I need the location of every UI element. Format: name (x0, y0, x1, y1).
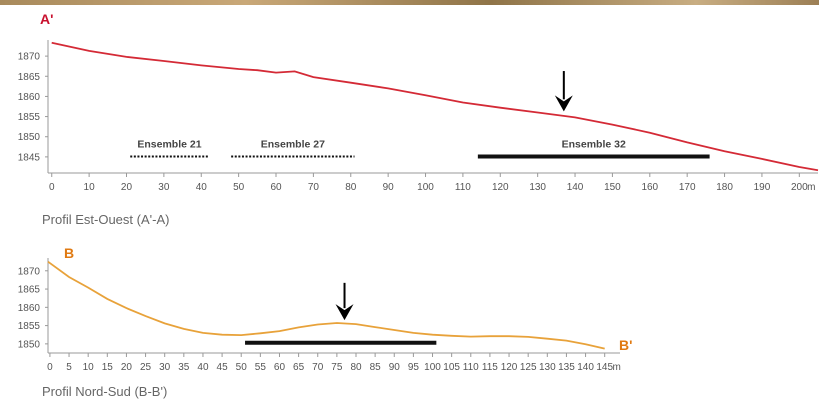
profile-a-ticks: 1845 1850 1855 1860 1865 1870 0 10 20 30 40 50 60 70 8… (18, 52, 816, 193)
x-tick-label: 75 (331, 362, 343, 373)
x-tick-label: 90 (383, 182, 395, 193)
profile-b-ticks: 1850 1855 1860 1865 1870 0 5 10 15 20 25 30 35 40 45 50… (18, 266, 621, 373)
x-tick-label: 140 (567, 182, 584, 193)
x-tick-label: 35 (178, 362, 190, 373)
x-tick-label: 160 (641, 182, 658, 193)
x-tick-label: 145 (596, 362, 613, 373)
point-label-b-prime: B' (619, 337, 632, 353)
y-tick-label: 1870 (18, 266, 41, 277)
x-tick-label: 135 (558, 362, 575, 373)
x-unit-label: m (807, 182, 815, 193)
profile-a-arrow (554, 71, 573, 112)
x-tick-label: 70 (312, 362, 324, 373)
x-tick-label: 30 (158, 182, 170, 193)
x-tick-label: 90 (389, 362, 401, 373)
x-tick-label: 60 (270, 182, 282, 193)
profile-b-line (47, 260, 605, 350)
y-tick-label: 1860 (18, 92, 41, 103)
x-tick-label: 0 (49, 182, 55, 193)
x-tick-label: 180 (716, 182, 733, 193)
x-tick-label: 25 (140, 362, 152, 373)
profile-a-caption: Profil Est-Ouest (A'-A) (42, 212, 169, 227)
x-tick-label: 40 (197, 362, 209, 373)
x-tick-label: 100 (424, 362, 441, 373)
x-tick-label: 50 (236, 362, 248, 373)
x-tick-label: 40 (196, 182, 208, 193)
x-tick-label: 10 (84, 182, 96, 193)
x-tick-label: 140 (577, 362, 594, 373)
x-tick-label: 65 (293, 362, 305, 373)
x-tick-label: 130 (539, 362, 556, 373)
x-unit-label: m (613, 362, 621, 373)
y-tick-label: 1850 (18, 339, 41, 350)
ensemble-label: Ensemble 32 (562, 138, 626, 150)
y-tick-label: 1870 (18, 52, 41, 63)
profile-north-south: 1850 1855 1860 1865 1870 0 5 10 15 20 25 30 35 40 45 50… (18, 245, 633, 399)
profile-b-arrow (335, 282, 354, 321)
x-tick-label: 115 (482, 362, 498, 373)
y-tick-label: 1865 (18, 72, 41, 83)
x-tick-label: 50 (233, 182, 245, 193)
x-tick-label: 20 (121, 182, 133, 193)
x-tick-label: 15 (102, 362, 114, 373)
x-tick-label: 30 (159, 362, 171, 373)
y-tick-label: 1845 (18, 152, 41, 163)
x-tick-label: 60 (274, 362, 286, 373)
x-tick-label: 105 (443, 362, 460, 373)
ensemble-label: Ensemble 21 (137, 138, 201, 150)
x-tick-label: 80 (345, 182, 357, 193)
point-label-a-prime: A' (40, 11, 53, 27)
x-tick-label: 120 (501, 362, 518, 373)
y-tick-label: 1855 (18, 112, 41, 123)
top-photo-strip (0, 0, 819, 5)
x-tick-label: 190 (754, 182, 771, 193)
x-tick-label: 130 (529, 182, 546, 193)
x-tick-label: 45 (217, 362, 229, 373)
profile-a-line (51, 41, 819, 172)
y-tick-label: 1855 (18, 321, 41, 332)
x-tick-label: 55 (255, 362, 267, 373)
x-tick-label: 80 (350, 362, 362, 373)
x-tick-label: 200 (791, 182, 808, 193)
x-tick-label: 20 (121, 362, 133, 373)
x-tick-label: 10 (83, 362, 95, 373)
profile-b-caption: Profil Nord-Sud (B-B') (42, 384, 167, 399)
x-tick-label: 125 (520, 362, 537, 373)
x-tick-label: 110 (463, 362, 479, 373)
x-tick-label: 150 (604, 182, 621, 193)
x-tick-label: 5 (66, 362, 72, 373)
x-tick-label: 110 (455, 182, 471, 193)
x-tick-label: 70 (308, 182, 320, 193)
y-tick-label: 1865 (18, 285, 41, 296)
x-tick-label: 170 (679, 182, 696, 193)
x-tick-label: 0 (47, 362, 53, 373)
x-tick-label: 100 (417, 182, 434, 193)
arrow-head (554, 95, 573, 112)
point-label-b: B (64, 245, 74, 261)
y-tick-label: 1850 (18, 132, 41, 143)
y-tick-label: 1860 (18, 303, 41, 314)
x-tick-label: 85 (370, 362, 382, 373)
profile-east-west: 1845 1850 1855 1860 1865 1870 0 10 20 30 40 50 60 70 8… (18, 11, 819, 227)
ensemble-label: Ensemble 27 (261, 138, 325, 150)
x-tick-label: 120 (492, 182, 509, 193)
x-tick-label: 95 (408, 362, 420, 373)
profile-a-ensembles: Ensemble 21 Ensemble 27 Ensemble 32 (130, 138, 710, 159)
arrow-head (335, 304, 354, 321)
